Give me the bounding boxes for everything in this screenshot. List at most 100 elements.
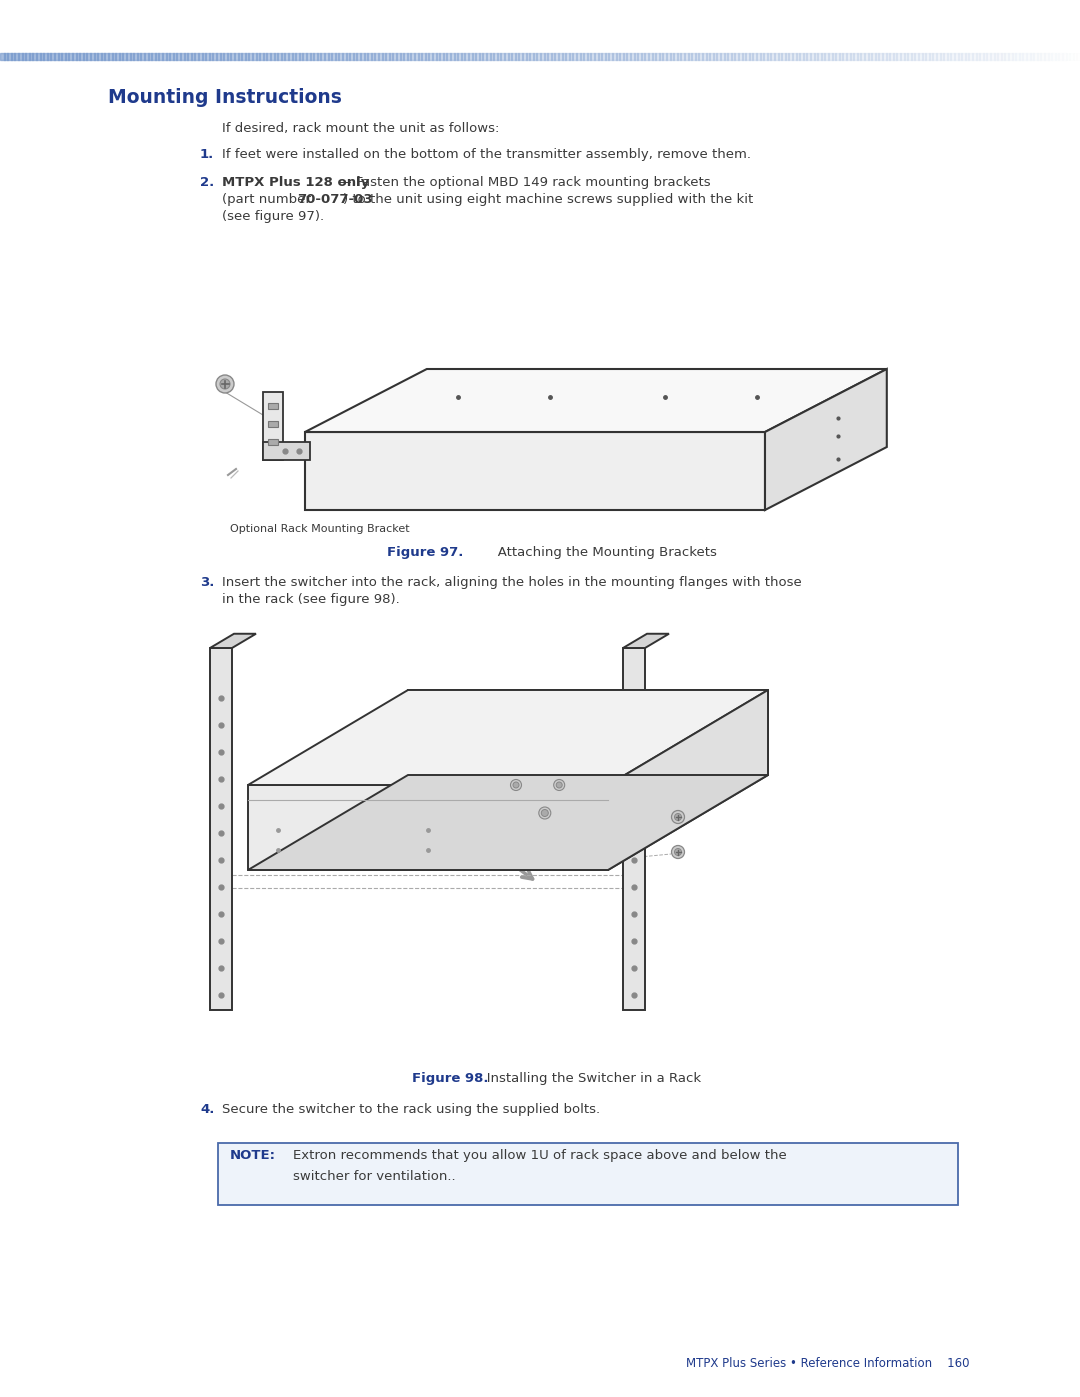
Bar [824, 53, 829, 60]
Bar [76, 53, 80, 60]
Bar [259, 53, 264, 60]
Bar [65, 53, 69, 60]
Bar [950, 53, 955, 60]
Circle shape [675, 813, 681, 820]
Bar [86, 53, 91, 60]
Bar [626, 53, 631, 60]
Bar [497, 53, 501, 60]
Bar [119, 53, 123, 60]
Bar [450, 53, 455, 60]
Bar [526, 53, 530, 60]
Polygon shape [264, 441, 310, 460]
Bar [734, 53, 739, 60]
Bar [921, 53, 927, 60]
Bar [454, 53, 458, 60]
Bar [648, 53, 652, 60]
Bar [738, 53, 743, 60]
Bar [656, 53, 660, 60]
Bar [111, 53, 117, 60]
Bar [483, 53, 487, 60]
Bar [1044, 53, 1049, 60]
Bar [324, 53, 328, 60]
Bar [810, 53, 814, 60]
Bar [770, 53, 775, 60]
Bar [180, 53, 185, 60]
Polygon shape [248, 775, 768, 870]
Bar [316, 53, 322, 60]
Bar [170, 53, 174, 60]
Bar [227, 53, 231, 60]
Bar [1018, 53, 1024, 60]
Bar [518, 53, 523, 60]
Bar [645, 53, 649, 60]
Bar [360, 53, 365, 60]
Bar [176, 53, 181, 60]
Text: Mounting Instructions: Mounting Instructions [108, 88, 342, 108]
Bar [972, 53, 976, 60]
Bar [313, 53, 318, 60]
Bar [666, 53, 671, 60]
Bar [429, 53, 433, 60]
Text: Optional Rack Mounting Bracket: Optional Rack Mounting Bracket [230, 524, 409, 534]
Bar [90, 53, 95, 60]
Bar [684, 53, 689, 60]
Bar [435, 53, 441, 60]
Bar [856, 53, 862, 60]
Bar [802, 53, 808, 60]
Bar [421, 53, 426, 60]
Bar [670, 53, 674, 60]
Bar [140, 53, 145, 60]
Bar [515, 53, 519, 60]
Bar [468, 53, 473, 60]
Bar [529, 53, 534, 60]
Bar [543, 53, 549, 60]
Bar [796, 53, 800, 60]
Bar [403, 53, 408, 60]
Bar [821, 53, 825, 60]
Bar [742, 53, 746, 60]
Bar [932, 53, 937, 60]
Bar [268, 439, 278, 446]
Circle shape [672, 845, 685, 859]
Bar [597, 53, 603, 60]
Bar [828, 53, 833, 60]
Bar [511, 53, 516, 60]
Bar [126, 53, 131, 60]
Bar [256, 53, 260, 60]
Bar [861, 53, 865, 60]
Bar [288, 53, 293, 60]
Bar [990, 53, 995, 60]
Bar [116, 53, 120, 60]
Bar [310, 53, 314, 60]
Bar [346, 53, 350, 60]
Bar [299, 53, 303, 60]
Bar [586, 53, 592, 60]
Circle shape [675, 848, 681, 855]
Bar [562, 53, 566, 60]
Bar [680, 53, 685, 60]
Text: — Fasten the optional MBD 149 rack mounting brackets: — Fasten the optional MBD 149 rack mount… [334, 176, 711, 189]
Bar [699, 53, 703, 60]
Bar [1055, 53, 1059, 60]
Bar [716, 53, 721, 60]
Bar [835, 53, 840, 60]
Bar [702, 53, 706, 60]
Bar [713, 53, 717, 60]
Bar [400, 53, 404, 60]
Bar [612, 53, 617, 60]
Bar [191, 53, 195, 60]
Bar [306, 53, 311, 60]
Bar [8, 53, 12, 60]
Polygon shape [623, 634, 669, 648]
Bar [245, 53, 249, 60]
Bar [1001, 53, 1005, 60]
Bar [36, 53, 41, 60]
Bar [969, 53, 973, 60]
Bar [302, 53, 307, 60]
Bar [216, 53, 220, 60]
Bar [268, 420, 278, 427]
Bar [778, 53, 782, 60]
Bar [392, 53, 397, 60]
Bar [764, 53, 768, 60]
Bar [130, 53, 134, 60]
